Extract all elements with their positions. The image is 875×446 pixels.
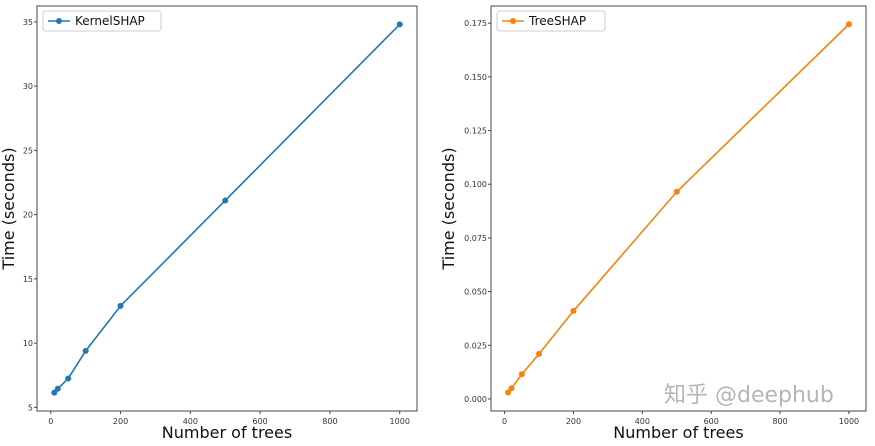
y-tick-label: 0.100 xyxy=(464,180,487,189)
x-tick-label: 0 xyxy=(502,417,507,426)
data-point xyxy=(505,389,512,396)
x-tick-label: 800 xyxy=(322,417,337,426)
data-point xyxy=(508,385,515,392)
x-tick-label: 1000 xyxy=(390,417,410,426)
plot-frame xyxy=(490,5,867,412)
legend: TreeSHAP xyxy=(496,10,606,32)
y-axis-label: Time (seconds) xyxy=(439,147,458,270)
x-tick-label: 600 xyxy=(253,417,268,426)
y-tick-label: 30 xyxy=(23,82,33,91)
x-tick-label: 200 xyxy=(113,417,128,426)
y-tick-label: 0.025 xyxy=(464,341,487,350)
data-point xyxy=(65,375,72,382)
x-axis-label: Number of trees xyxy=(613,423,743,442)
y-tick-label: 10 xyxy=(23,339,33,348)
y-tick-label: 15 xyxy=(23,275,33,284)
y-tick-label: 5 xyxy=(28,403,33,412)
y-tick-label: 0.050 xyxy=(464,288,487,297)
y-tick-label: 0.125 xyxy=(464,127,487,136)
legend-marker xyxy=(510,18,516,24)
data-point xyxy=(570,307,577,314)
y-tick-label: 25 xyxy=(23,146,33,155)
legend-box xyxy=(496,10,606,32)
data-point xyxy=(673,188,680,195)
chart-1: 0 200 400 600 800 1000 5 10 15 20 25 30 35 Number of … xyxy=(0,5,418,442)
x-tick-label: 200 xyxy=(566,417,581,426)
x-axis-label: Number of trees xyxy=(162,423,292,442)
data-point xyxy=(536,350,543,357)
y-tick-label: 0.000 xyxy=(464,395,487,404)
legend-box xyxy=(42,10,162,32)
x-tick-label: 0 xyxy=(48,417,53,426)
y-axis-label: Time (seconds) xyxy=(0,147,18,270)
x-tick-label: 600 xyxy=(704,417,719,426)
legend-label: TreeSHAP xyxy=(528,14,586,28)
data-point xyxy=(117,302,124,309)
data-point xyxy=(845,21,852,28)
legend-label: KernelSHAP xyxy=(75,14,145,28)
y-tick-label: 0.175 xyxy=(464,19,487,28)
chart-2: 0 200 400 600 800 1000 0.000 0.025 0.050 0.075 0.1… xyxy=(439,5,867,442)
plot-frame xyxy=(36,5,418,412)
legend-marker xyxy=(56,18,62,24)
series-line xyxy=(53,23,401,394)
y-tick-label: 35 xyxy=(23,18,33,27)
x-tick-label: 800 xyxy=(772,417,787,426)
x-tick-label: 1000 xyxy=(839,417,859,426)
data-point xyxy=(396,21,403,28)
data-point xyxy=(222,197,229,204)
data-point xyxy=(54,385,61,392)
watermark: 知乎 @deephub xyxy=(664,383,834,408)
data-point xyxy=(51,389,58,396)
x-tick-label: 400 xyxy=(183,417,198,426)
x-tick-label: 400 xyxy=(635,417,650,426)
y-tick-label: 0.075 xyxy=(464,234,487,243)
series-line xyxy=(507,23,850,394)
data-point xyxy=(82,347,89,354)
legend: KernelSHAP xyxy=(42,10,162,32)
y-tick-label: 0.150 xyxy=(464,73,487,82)
data-point xyxy=(518,371,525,378)
y-tick-label: 20 xyxy=(23,211,33,220)
